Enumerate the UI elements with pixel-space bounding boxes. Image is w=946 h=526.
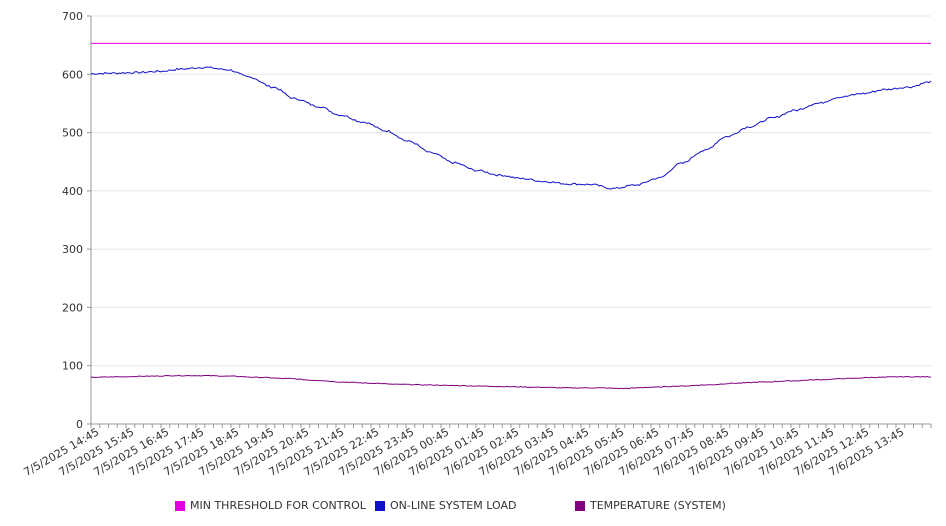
series-line-temperature [90, 374, 932, 390]
line-chart: 0 100 200 300 400 500 600 700 7/5/2025 14:457/5… [21, 10, 932, 479]
y-tick-label: 300 [62, 243, 83, 256]
legend-label-min-threshold: MIN THRESHOLD FOR CONTROL [190, 499, 366, 512]
legend-item-system-load: ON-LINE SYSTEM LOAD [375, 499, 516, 512]
y-tick-label: 100 [62, 360, 83, 373]
legend-swatch-min-threshold [175, 500, 185, 511]
y-tick-label: 600 [62, 68, 83, 81]
x-axis: 7/5/2025 14:457/5/2025 15:457/5/2025 16:… [21, 423, 932, 479]
y-tick-label: 0 [76, 418, 83, 431]
legend-label-temperature: TEMPERATURE (SYSTEM) [590, 499, 726, 512]
y-tick-label: 700 [62, 10, 83, 23]
legend-label-system-load: ON-LINE SYSTEM LOAD [390, 499, 517, 512]
gridlines [91, 15, 931, 425]
legend: MIN THRESHOLD FOR CONTROL ON-LINE SYSTEM… [0, 499, 946, 517]
legend-swatch-system-load [375, 500, 385, 511]
series-line-system-load [90, 66, 932, 190]
legend-item-min-threshold: MIN THRESHOLD FOR CONTROL [175, 499, 366, 512]
y-axis: 0 100 200 300 400 500 600 700 [62, 10, 92, 431]
y-tick-label: 200 [62, 301, 83, 314]
series-lines [90, 42, 932, 390]
legend-item-temperature: TEMPERATURE (SYSTEM) [575, 499, 726, 512]
legend-swatch-temperature [575, 500, 585, 511]
y-tick-label: 400 [62, 185, 83, 198]
y-tick-label: 500 [62, 127, 83, 140]
